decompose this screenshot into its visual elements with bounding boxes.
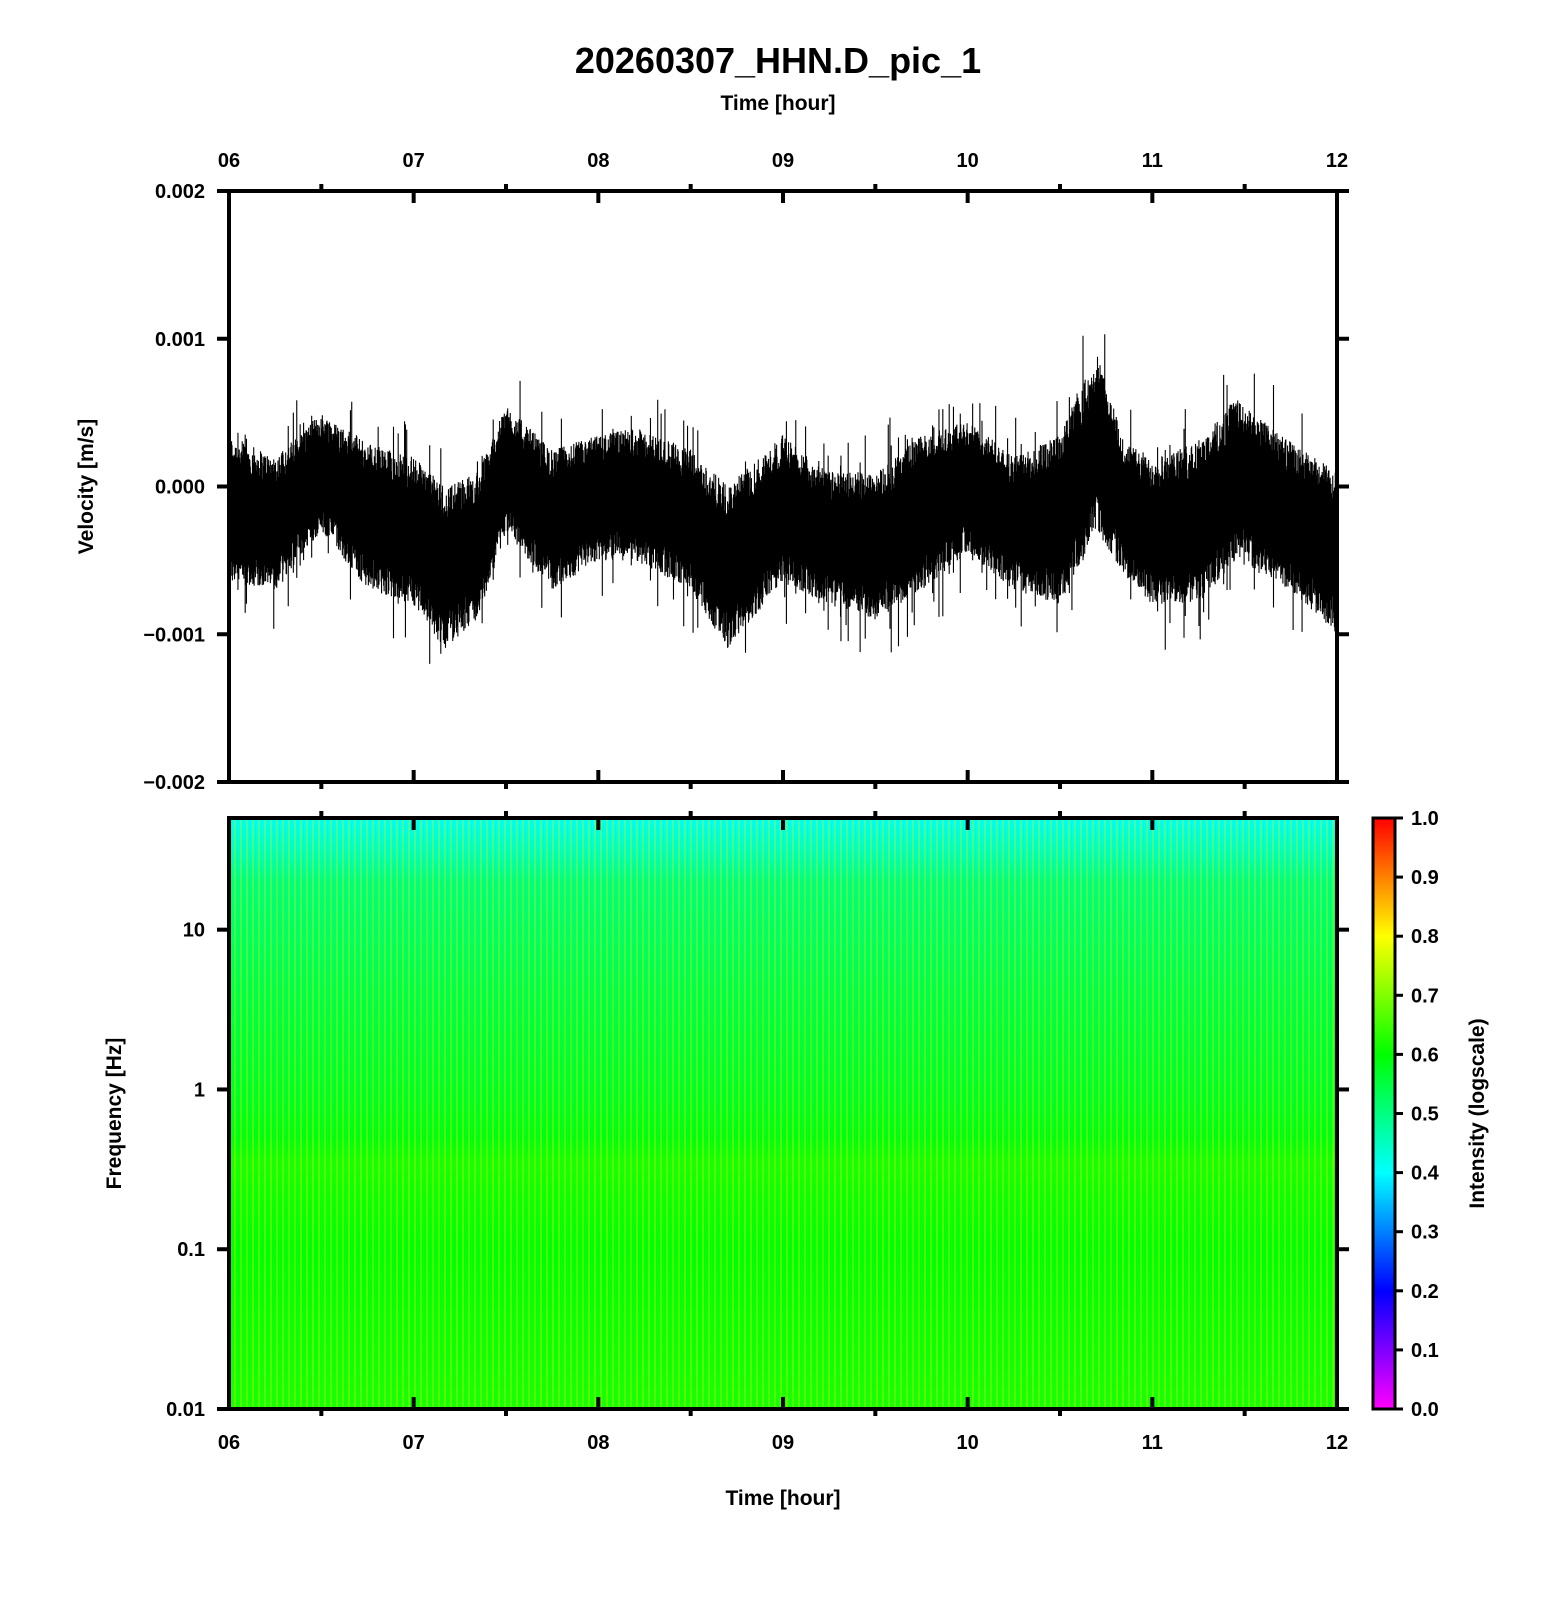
colorbar-tick-label: 0.6	[1411, 1044, 1439, 1066]
spectrogram-x-ticks: 06 07 08 09 10 11 12	[218, 811, 1348, 1454]
colorbar: 1.0 0.9 0.8 0.7 0.6 0.5 0.4 0.3 0.2 0.1 0.0 Intens…	[1371, 808, 1489, 1421]
chart-title: 20260307_HHN.D_pic_1	[575, 40, 981, 81]
colorbar-tick-label: 0.7	[1411, 985, 1439, 1007]
velocity-x-tick-label: 12	[1326, 150, 1348, 172]
colorbar-tick-label: 0.8	[1411, 926, 1439, 948]
spectrogram-x-tick-label: 08	[587, 1432, 609, 1454]
velocity-y-tick-label: 0.000	[155, 477, 205, 499]
velocity-trace	[229, 334, 1337, 664]
colorbar-tick-label: 0.5	[1411, 1104, 1439, 1126]
spectrogram-x-tick-label: 11	[1142, 1432, 1163, 1454]
colorbar-tick-label: 0.2	[1411, 1281, 1439, 1303]
velocity-x-tick-label: 06	[218, 150, 240, 172]
colorbar-tick-label: 0.4	[1411, 1163, 1440, 1185]
colorbar-tick-label: 0.9	[1411, 867, 1439, 889]
spectrogram-x-tick-label: 12	[1326, 1432, 1348, 1454]
spectrogram-y-ticks: 10 1 0.1 0.01	[166, 920, 1349, 1421]
velocity-waveform	[229, 334, 1337, 664]
spectrogram-panel: 06 07 08 09 10 11 12 10 1 0.1 0.01 Time [hour] Fr…	[103, 811, 1349, 1510]
colorbar-gradient	[1371, 816, 1397, 1411]
spectrogram-y-tick-label: 10	[183, 920, 205, 942]
spectrogram-x-axis-label: Time [hour]	[725, 1487, 840, 1510]
velocity-y-ticks: 0.002 0.001 0.000 −0.001 −0.002	[143, 181, 1349, 794]
velocity-x-tick-label: 10	[957, 150, 979, 172]
colorbar-tick-label: 0.3	[1411, 1222, 1439, 1244]
velocity-x-tick-label: 11	[1142, 150, 1163, 172]
spectrogram-x-tick-label: 07	[403, 1432, 425, 1454]
velocity-x-tick-label: 09	[772, 150, 794, 172]
spectrogram-texture	[229, 818, 1337, 1409]
colorbar-ticks: 1.0 0.9 0.8 0.7 0.6 0.5 0.4 0.3 0.2 0.1 0.0	[1395, 808, 1440, 1421]
velocity-x-ticks: 06 07 08 09 10 11 12	[218, 150, 1348, 789]
colorbar-tick-label: 1.0	[1411, 808, 1439, 830]
colorbar-tick-label: 0.1	[1411, 1340, 1439, 1362]
spectrogram-x-tick-label: 09	[772, 1432, 794, 1454]
velocity-y-axis-label: Velocity [m/s]	[75, 419, 98, 554]
spectrogram-y-tick-label: 1	[194, 1079, 205, 1101]
velocity-y-tick-label: 0.001	[155, 329, 205, 351]
spectrogram-y-axis-label: Frequency [Hz]	[103, 1038, 126, 1190]
spectrogram-x-tick-label: 06	[218, 1432, 240, 1454]
velocity-x-tick-label: 08	[587, 150, 609, 172]
top-x-axis-label: Time [hour]	[720, 92, 835, 115]
velocity-x-tick-label: 07	[403, 150, 425, 172]
spectrogram-y-tick-label: 0.1	[177, 1239, 205, 1261]
colorbar-tick-label: 0.0	[1411, 1399, 1439, 1421]
velocity-y-tick-label: −0.002	[143, 772, 205, 794]
velocity-panel: 06 07 08 09 10 11 12 0.002 0.001 0.000 −0.001 −0.0…	[75, 150, 1349, 794]
velocity-y-tick-label: −0.001	[143, 624, 205, 646]
spectrogram-x-tick-label: 10	[957, 1432, 979, 1454]
spectrogram-y-tick-label: 0.01	[166, 1399, 205, 1421]
colorbar-label: Intensity (logscale)	[1466, 1018, 1489, 1208]
velocity-y-tick-label: 0.002	[155, 181, 205, 203]
